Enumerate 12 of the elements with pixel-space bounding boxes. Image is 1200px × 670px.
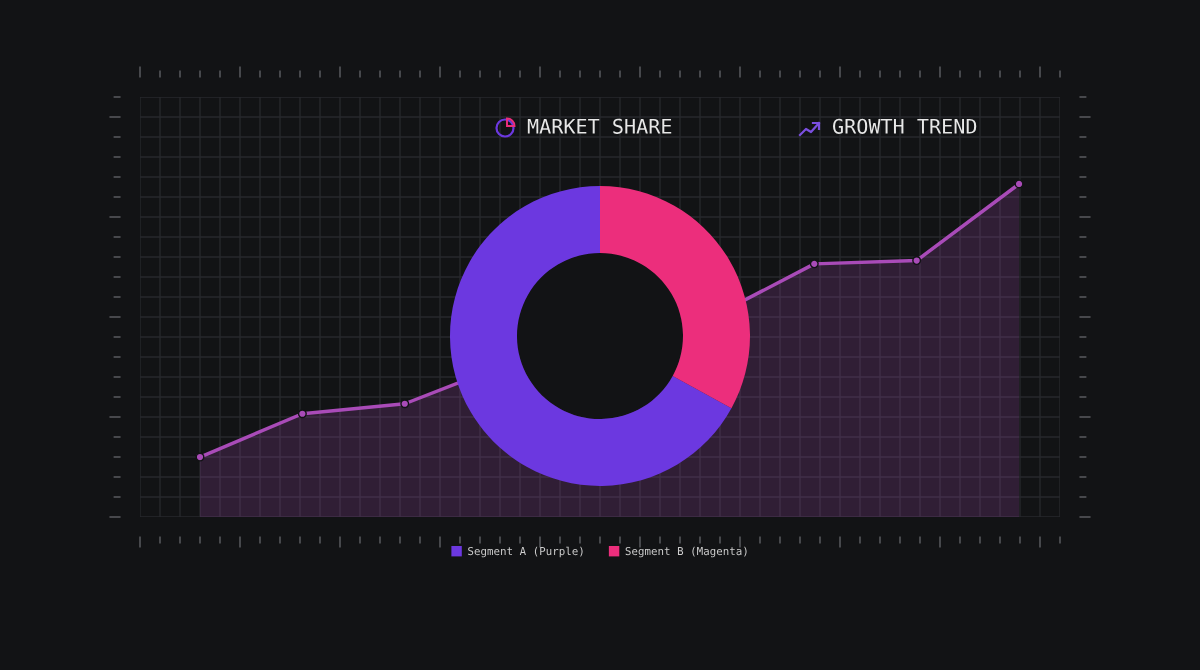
- point: [912, 256, 922, 266]
- point: [1014, 179, 1024, 189]
- point: [400, 399, 410, 409]
- donut-slice: [600, 186, 750, 409]
- point: [297, 409, 307, 419]
- legend-label: Segment B (Magenta): [625, 546, 747, 558]
- point: [195, 452, 205, 462]
- chart-title: GROWTH TREND: [833, 118, 977, 134]
- point: [809, 259, 819, 269]
- legend-label: Segment A (Purple): [468, 546, 583, 558]
- chart-title: MARKET SHARE: [527, 118, 672, 134]
- donut-slice: [450, 186, 732, 486]
